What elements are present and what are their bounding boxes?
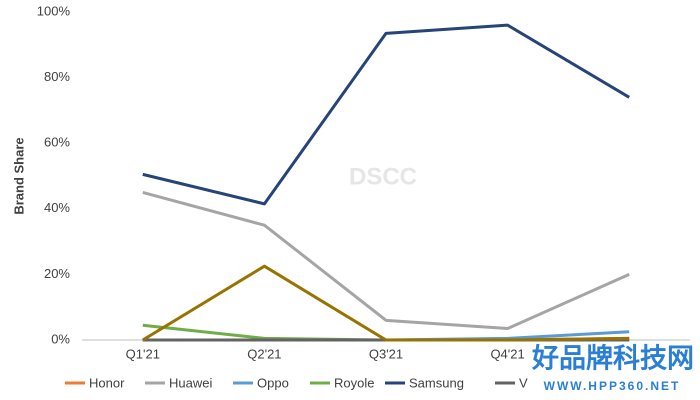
y-tick-label: 0% [51, 331, 70, 346]
series-line [142, 190, 630, 331]
x-tick-label: Q2'21 [247, 346, 281, 361]
y-tick-label: 100% [37, 3, 71, 18]
watermark: DSCC [349, 163, 417, 190]
x-tick-label: Q1'21 [126, 346, 160, 361]
legend-label: Huawei [169, 375, 212, 390]
x-tick-label: Q4'21 [490, 346, 524, 361]
y-tick-label: 20% [44, 266, 70, 281]
legend-label: Oppo [257, 375, 289, 390]
legend-label: Honor [89, 375, 125, 390]
legend-label: V [519, 375, 528, 390]
watermark-bg [528, 343, 700, 400]
legend-label: Samsung [409, 375, 464, 390]
series-line [142, 23, 630, 206]
y-axis-title: Brand Share [11, 137, 26, 214]
legend-label: Royole [334, 375, 374, 390]
watermark: WWW.HPP360.NET [544, 379, 681, 393]
y-tick-label: 40% [44, 200, 70, 215]
series-line [142, 264, 630, 342]
y-tick-label: 80% [44, 69, 70, 84]
y-tick-label: 60% [44, 135, 70, 150]
watermark: 好品牌科技网 [531, 344, 694, 375]
series-line [142, 323, 630, 342]
x-tick-label: Q3'21 [369, 346, 403, 361]
